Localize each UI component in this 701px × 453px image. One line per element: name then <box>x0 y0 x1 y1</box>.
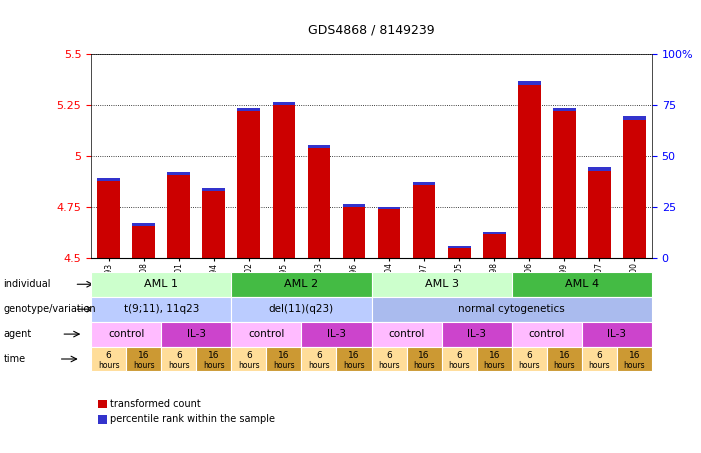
Text: 6: 6 <box>597 351 602 360</box>
Text: del(11)(q23): del(11)(q23) <box>269 304 334 314</box>
Text: control: control <box>529 329 565 339</box>
Text: hours: hours <box>624 361 645 370</box>
Bar <box>413 182 435 185</box>
Bar <box>273 106 295 258</box>
Bar <box>97 181 120 258</box>
Text: hours: hours <box>308 361 329 370</box>
Text: control: control <box>248 329 285 339</box>
Bar <box>343 204 365 207</box>
Bar <box>553 111 576 258</box>
Text: time: time <box>4 354 26 364</box>
Text: 16: 16 <box>278 351 290 360</box>
Bar <box>308 145 330 148</box>
Bar <box>553 108 576 111</box>
Text: hours: hours <box>484 361 505 370</box>
Text: 6: 6 <box>456 351 462 360</box>
Text: 16: 16 <box>348 351 360 360</box>
Text: percentile rank within the sample: percentile rank within the sample <box>110 414 275 424</box>
Text: IL-3: IL-3 <box>186 329 206 339</box>
Text: IL-3: IL-3 <box>327 329 346 339</box>
Text: 16: 16 <box>559 351 570 360</box>
Text: AML 2: AML 2 <box>285 279 318 289</box>
Text: individual: individual <box>4 279 51 289</box>
Text: agent: agent <box>4 329 32 339</box>
Text: hours: hours <box>379 361 400 370</box>
Text: hours: hours <box>168 361 189 370</box>
Bar <box>238 108 260 111</box>
Bar <box>483 234 505 258</box>
Text: 16: 16 <box>489 351 500 360</box>
Text: GDS4868 / 8149239: GDS4868 / 8149239 <box>308 23 435 36</box>
Bar <box>132 226 155 258</box>
Text: IL-3: IL-3 <box>607 329 627 339</box>
Bar <box>413 185 435 258</box>
Text: t(9;11), 11q23: t(9;11), 11q23 <box>123 304 199 314</box>
Bar <box>448 248 470 258</box>
Text: hours: hours <box>203 361 224 370</box>
Text: hours: hours <box>589 361 610 370</box>
Text: 16: 16 <box>208 351 219 360</box>
Text: hours: hours <box>414 361 435 370</box>
Text: normal cytogenetics: normal cytogenetics <box>458 304 565 314</box>
Text: hours: hours <box>133 361 154 370</box>
Text: 6: 6 <box>106 351 111 360</box>
Bar <box>203 188 225 191</box>
Bar <box>588 168 611 171</box>
Text: control: control <box>108 329 144 339</box>
Text: transformed count: transformed count <box>110 399 200 409</box>
Text: hours: hours <box>554 361 575 370</box>
Text: AML 1: AML 1 <box>144 279 178 289</box>
Bar <box>343 207 365 258</box>
Text: 6: 6 <box>176 351 182 360</box>
Bar <box>623 116 646 120</box>
Text: 6: 6 <box>526 351 532 360</box>
Bar <box>378 207 400 209</box>
Bar <box>378 209 400 258</box>
Bar <box>273 102 295 106</box>
Bar <box>518 81 540 85</box>
Text: AML 4: AML 4 <box>565 279 599 289</box>
Bar <box>483 231 505 234</box>
Text: hours: hours <box>449 361 470 370</box>
Text: hours: hours <box>519 361 540 370</box>
Bar <box>238 111 260 258</box>
Bar <box>168 172 190 174</box>
Text: 16: 16 <box>418 351 430 360</box>
Bar <box>588 171 611 258</box>
Text: 16: 16 <box>629 351 640 360</box>
Text: 6: 6 <box>246 351 252 360</box>
Text: control: control <box>388 329 425 339</box>
Bar <box>132 223 155 226</box>
Text: IL-3: IL-3 <box>467 329 486 339</box>
Text: hours: hours <box>238 361 259 370</box>
Bar <box>168 175 190 258</box>
Text: 6: 6 <box>386 351 392 360</box>
Text: genotype/variation: genotype/variation <box>4 304 96 314</box>
Bar <box>97 178 120 181</box>
Text: AML 3: AML 3 <box>425 279 458 289</box>
Text: 6: 6 <box>316 351 322 360</box>
Bar <box>518 85 540 258</box>
Bar <box>448 246 470 248</box>
Text: hours: hours <box>343 361 365 370</box>
Text: 16: 16 <box>138 351 149 360</box>
Bar <box>623 120 646 258</box>
Bar <box>308 148 330 258</box>
Text: hours: hours <box>273 361 294 370</box>
Bar <box>203 191 225 258</box>
Text: hours: hours <box>98 361 119 370</box>
